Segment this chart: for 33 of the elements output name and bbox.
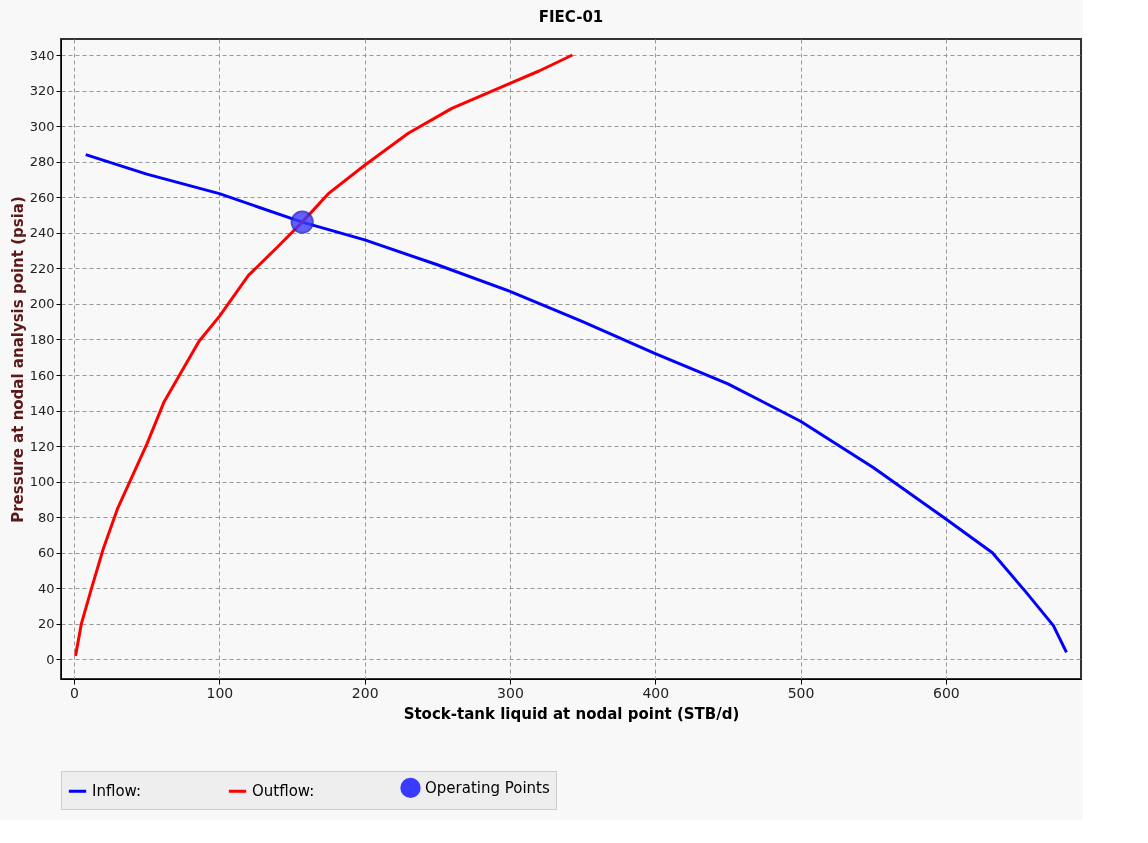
y-tick-label: 280 — [29, 154, 55, 170]
y-tick-label: 260 — [29, 189, 55, 205]
x-tick-label: 300 — [497, 684, 524, 701]
y-tick-label: 240 — [29, 225, 55, 241]
x-tick-label: 0 — [70, 684, 80, 701]
chart-title: FIEC-01 — [538, 8, 604, 26]
legend-label: Operating Points — [425, 778, 550, 797]
line-series — [74, 53, 574, 658]
x-tick-label: 400 — [642, 684, 670, 701]
legend-label: Inflow: — [92, 782, 142, 801]
y-tick-label: 300 — [29, 118, 55, 134]
y-tick-label: 40 — [37, 580, 55, 596]
y-axis-title: Pressure at nodal analysis point (psia) — [8, 196, 27, 523]
x-tick-label: 600 — [933, 684, 960, 701]
y-tick-label: 60 — [37, 545, 55, 561]
y-tick-label: 120 — [29, 438, 55, 454]
x-tick-label: 500 — [787, 684, 815, 701]
y-tick-label: 140 — [29, 403, 55, 419]
y-tick-label: 20 — [37, 616, 55, 632]
y-tick-label: 200 — [29, 296, 55, 312]
y-tick-label: 320 — [29, 83, 55, 99]
y-tick-label: 180 — [29, 331, 55, 347]
y-tick-label: 220 — [29, 260, 55, 276]
y-tick-label: 80 — [37, 509, 55, 525]
x-axis-title: Stock-tank liquid at nodal point (STB/d) — [403, 704, 740, 723]
y-tick-label: 100 — [29, 474, 55, 490]
y-tick-label: 0 — [46, 651, 55, 667]
legend-label: Outflow: — [252, 782, 315, 801]
x-tick-label: 200 — [351, 684, 379, 701]
line-series — [84, 153, 1068, 654]
y-tick-label: 340 — [29, 47, 55, 63]
x-tick-label: 100 — [206, 684, 234, 701]
y-tick-label: 160 — [29, 367, 55, 383]
